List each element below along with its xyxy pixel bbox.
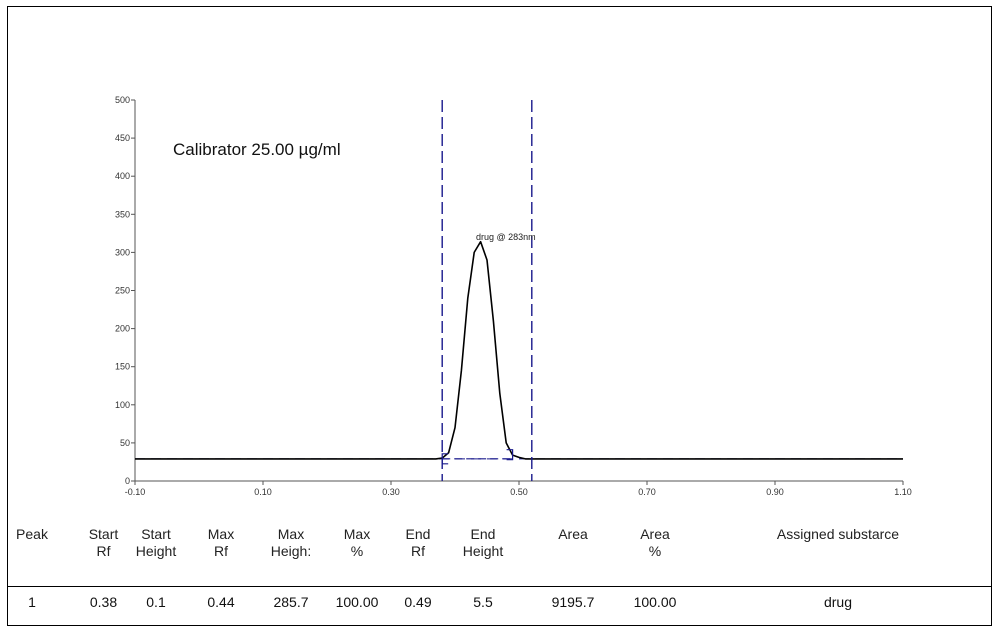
table-cell: 1 [28,594,36,610]
column-header: Start Rf [81,526,126,560]
table-cell: drug [823,594,853,610]
y-tick-label: 250 [115,286,130,296]
column-header: Max Heigh: [261,526,321,560]
column-header-line1: Start [88,526,119,542]
column-header-line2: Assigned substarce [776,526,900,542]
column-header-line1: Start [141,526,171,542]
column-header-line2: % [350,543,364,559]
column-header: Area [538,526,608,543]
column-header-line1: Max [207,526,235,542]
column-header-line1: Area [640,526,670,542]
column-header-line1: End [405,526,431,542]
y-tick-label: 50 [120,438,130,448]
y-tick-label: 500 [115,95,130,105]
column-header: Area% [620,526,690,560]
y-tick-label: 400 [115,171,130,181]
column-header: Peak [12,526,52,543]
column-header-line2: Rf [96,543,111,559]
y-tick-label: 450 [115,133,130,143]
column-header-line2: Rf [214,543,228,559]
table-cell: 5.5 [473,594,493,610]
chart-axes: 0 50 100 150 200 250 300 350 400 450 500 -0.10 0.10 0… [115,95,912,497]
table-cell: 100.00 [633,594,677,610]
x-tick-label: 0.50 [510,487,528,497]
table-cell: 100.00 [335,594,379,610]
x-tick-label: 0.70 [638,487,656,497]
column-header-line2: Peak [16,526,48,542]
y-tick-label: 100 [115,400,130,410]
y-tick-label: 150 [115,362,130,372]
column-header-line1: End [470,526,496,542]
table-header-divider [8,586,992,587]
table-cell: 9195.7 [551,594,595,610]
column-header-line2: Rf [411,543,425,559]
table-cell: 0.49 [404,594,432,610]
x-tick-label: 0.30 [382,487,400,497]
x-tick-label: 1.10 [894,487,912,497]
column-header: Max% [327,526,387,560]
table-cell: 0.1 [146,594,166,610]
column-header-line1: Max [343,526,371,542]
integration-end-bracket [506,449,514,461]
chart-marks [135,100,903,481]
integration-start-bracket [441,453,449,465]
calibrator-annotation: Calibrator 25.00 µg/ml [173,140,341,159]
column-header: End Height [448,526,518,560]
column-header-line2: Heigh: [270,543,312,559]
column-header-line2: Height [135,543,177,559]
x-tick-label: 0.10 [254,487,272,497]
column-header-line2: Area [558,526,588,542]
densitogram-chart: 0 50 100 150 200 250 300 350 400 450 500 -0.10 0.10 0… [115,95,912,497]
column-header: Start Height [126,526,186,560]
x-tick-label: -0.10 [125,487,146,497]
table-cell: 0.44 [207,594,235,610]
column-header-line2: % [648,543,662,559]
column-header: End Rf [398,526,438,560]
y-tick-label: 200 [115,324,130,334]
column-header: Max Rf [196,526,246,560]
x-tick-label: 0.90 [766,487,784,497]
y-tick-label: 0 [125,476,130,486]
column-header-line1: Max [277,526,305,542]
densitogram-trace [135,240,903,460]
y-tick-label: 350 [115,209,130,219]
table-cell: 0.38 [89,594,118,610]
column-header-line2: Height [462,543,504,559]
y-tick-label: 300 [115,247,130,257]
peak-label: drug @ 283nm [476,232,536,242]
column-header: Assigned substarce [743,526,933,543]
table-cell: 285.7 [273,594,309,610]
